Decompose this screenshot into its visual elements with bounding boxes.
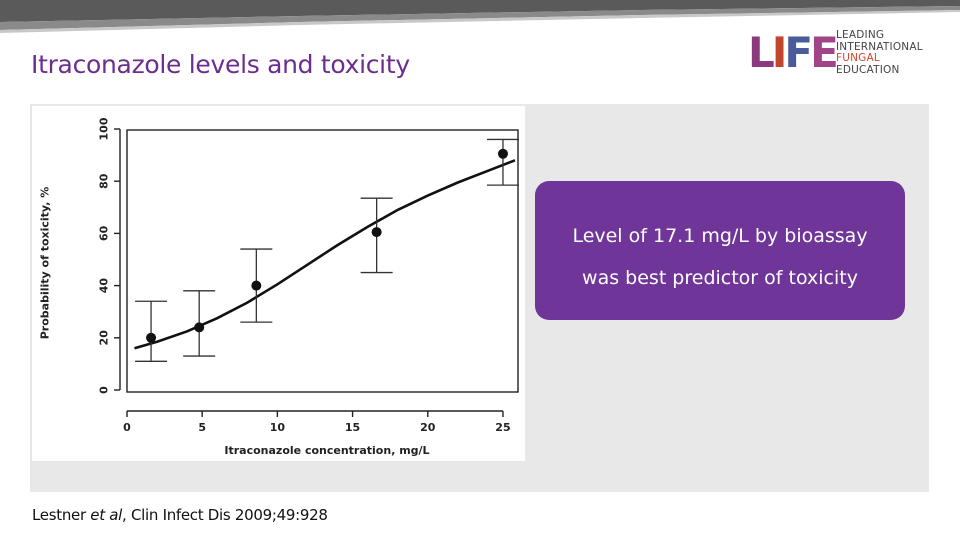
data-point-0 xyxy=(146,332,157,343)
data-point-4 xyxy=(497,148,508,159)
logo-line-education: EDUCATION xyxy=(836,63,900,76)
logo-line-leading: LEADING xyxy=(836,29,885,41)
life-logo-mark: LIFE xyxy=(748,28,839,77)
x-tick-label-10: 10 xyxy=(270,421,286,434)
data-point-3 xyxy=(371,227,382,238)
y-tick-label-60: 60 xyxy=(98,225,111,241)
y-tick-label-100: 100 xyxy=(98,117,111,140)
y-tick-label-40: 40 xyxy=(98,278,111,294)
life-logo-text: LEADING INTERNATIONAL FUNGAL EDUCATION xyxy=(836,29,923,76)
logo-letter-f: F xyxy=(784,28,813,77)
y-tick-label-20: 20 xyxy=(98,330,111,346)
y-tick-label-0: 0 xyxy=(98,386,111,394)
citation-etal: et al xyxy=(90,506,123,524)
logo-line-fungal: FUNGAL xyxy=(836,52,880,64)
data-point-2 xyxy=(251,280,262,291)
toxicity-chart: 0 20 40 60 80 100 0 5 10 15 20 25 Itraconazole conce… xyxy=(32,106,525,461)
slide-title: Itraconazole levels and toxicity xyxy=(31,50,410,79)
key-finding-callout: Level of 17.1 mg/L by bioassay was best … xyxy=(535,181,905,320)
x-axis-title: Itraconazole concentration, mg/L xyxy=(224,444,429,457)
x-tick-label-20: 20 xyxy=(420,421,436,434)
fitted-curve xyxy=(134,159,516,350)
logo-line-international: INTERNATIONAL xyxy=(836,40,923,53)
life-logo: LIFE LEADING INTERNATIONAL FUNGAL EDUCAT… xyxy=(748,28,948,78)
citation: Lestner et al, Clin Infect Dis 2009;49:9… xyxy=(32,506,328,524)
callout-line-2: was best predictor of toxicity xyxy=(582,267,858,289)
logo-letter-l: L xyxy=(748,28,775,77)
data-point-1 xyxy=(194,322,205,333)
x-tick-label-5: 5 xyxy=(198,421,206,434)
callout-line-1: Level of 17.1 mg/L by bioassay xyxy=(572,225,868,247)
logo-letter-e: E xyxy=(810,28,839,77)
y-axis-title: Probability of toxicity, % xyxy=(39,187,52,340)
y-tick-label-80: 80 xyxy=(98,173,111,189)
x-tick-label-25: 25 xyxy=(495,421,510,434)
plot-frame xyxy=(126,129,519,393)
top-decorative-stripe xyxy=(0,0,960,33)
citation-authors: Lestner xyxy=(32,506,91,524)
x-tick-label-15: 15 xyxy=(345,421,360,434)
chart-svg: 0 20 40 60 80 100 0 5 10 15 20 25 Itraconazole conce… xyxy=(39,117,519,457)
x-tick-label-0: 0 xyxy=(123,421,131,434)
logo-letter-i: I xyxy=(771,28,788,77)
citation-source: , Clin Infect Dis 2009;49:928 xyxy=(122,506,328,524)
